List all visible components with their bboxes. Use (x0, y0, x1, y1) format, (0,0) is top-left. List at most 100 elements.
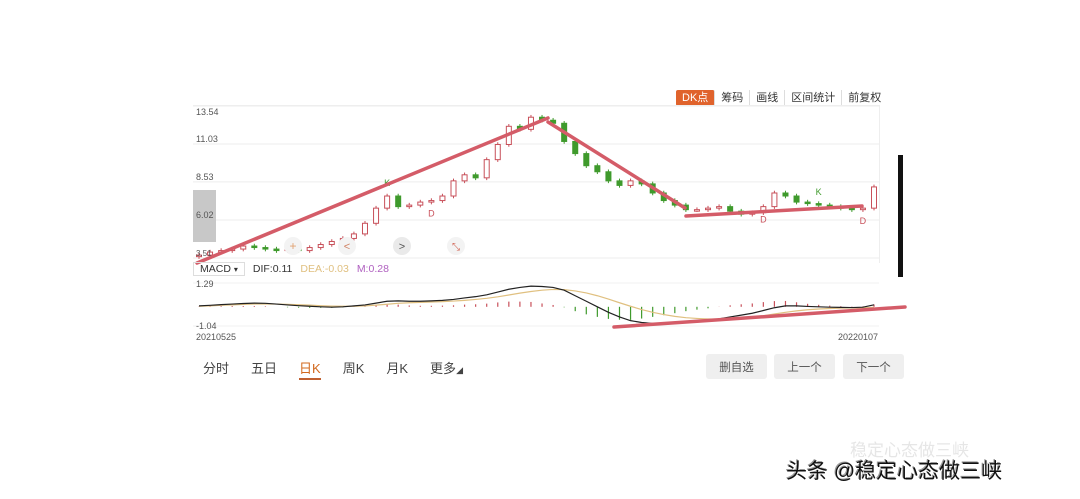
y-tick: 11.03 (196, 134, 218, 144)
indicator-select-value: MACD (200, 263, 231, 275)
macd-panel (198, 285, 875, 325)
dea-value: DEA:-0.03 (300, 263, 349, 275)
candle (594, 165, 601, 173)
candle (306, 247, 313, 252)
price-grid (193, 105, 879, 327)
candle (450, 180, 457, 197)
candle (793, 195, 800, 203)
dk-marker: D (760, 215, 767, 225)
candle (716, 206, 723, 209)
watermark-faint: 稳定心态做三峡 (850, 441, 969, 460)
candle (196, 254, 202, 258)
y-tick: 8.53 (196, 172, 214, 182)
candle (693, 209, 700, 212)
chips-button[interactable]: 筹码 (715, 90, 751, 106)
candle (616, 180, 623, 186)
y-tick: 6.02 (196, 210, 214, 220)
candle (572, 140, 579, 155)
dif-line (198, 285, 875, 325)
candle (605, 171, 612, 182)
tab-weekly-k[interactable]: 周K (342, 361, 365, 376)
candle (705, 207, 712, 211)
candle (472, 174, 479, 179)
previous-button[interactable]: 上一个 (774, 354, 835, 379)
candle (815, 203, 822, 206)
watermark-main: 头条 @稳定心态做三峡 (786, 460, 1003, 483)
downtrend-line (546, 120, 687, 210)
tab-daily-k[interactable]: 日K (299, 358, 321, 380)
candle (461, 174, 468, 182)
chart-toolbar: DK点 筹码 画线 区间统计 前复权 (676, 90, 887, 106)
dif-value: DIF:0.11 (252, 263, 293, 275)
chart-nav-buttons: + < > ⤡ (284, 237, 465, 255)
dk-marker: D (860, 216, 867, 226)
support-line (684, 204, 864, 218)
candle (439, 195, 446, 202)
candle (251, 245, 258, 249)
candle (871, 186, 877, 209)
candle (406, 204, 413, 208)
y-tick: 13.54 (196, 107, 219, 117)
candle (273, 248, 280, 252)
candle (494, 143, 501, 161)
candle (804, 201, 811, 205)
scrollbar (898, 155, 903, 277)
y-tick: 3.51 (196, 249, 212, 258)
tab-more-label: 更多 (430, 361, 457, 376)
tab-intraday[interactable]: 分时 (203, 361, 230, 376)
m-value: M:0.28 (356, 263, 389, 275)
candlestick-series (196, 114, 877, 259)
tab-monthly-k[interactable]: 月K (386, 361, 409, 376)
chevron-left-icon: < (344, 241, 350, 253)
macd-trend-line (612, 305, 907, 329)
candle (262, 247, 269, 250)
candle (384, 195, 391, 209)
dk-marker: K (816, 187, 822, 197)
macd-header: MACD ▾ DIF:0.11 DEA:-0.03 M:0.28 (193, 262, 879, 276)
dk-marker: K (561, 123, 567, 133)
dropdown-icon: ▾ (233, 265, 238, 274)
collapse-icon: ⤡ (452, 242, 460, 253)
forward-adjust-button[interactable]: 前复权 (848, 92, 882, 104)
candle (361, 222, 368, 235)
more-caret-icon: ◢ (456, 365, 463, 375)
uptrend-line (195, 116, 550, 265)
candle (428, 200, 435, 203)
tab-more[interactable]: 更多◢ (430, 358, 463, 380)
remove-watchlist-button[interactable]: 删自选 (706, 354, 767, 379)
crosshair-label-box (193, 190, 216, 242)
candle (859, 207, 866, 211)
crosshair-icon: + (289, 239, 296, 253)
x-label-start: 20210525 (196, 332, 237, 342)
candle (771, 192, 778, 208)
crosshair-button (284, 237, 302, 255)
candle (483, 159, 490, 179)
hand-drawn-trendlines (195, 116, 907, 329)
x-label-end: 20220107 (838, 332, 879, 342)
candle (240, 245, 247, 250)
next-button[interactable]: 下一个 (843, 354, 904, 379)
dk-marker: D (428, 209, 435, 219)
indicator-select[interactable]: MACD ▾ (193, 262, 245, 276)
tab-five-day[interactable]: 五日 (251, 361, 278, 376)
candle (727, 206, 734, 212)
range-stats-button[interactable]: 区间统计 (785, 90, 843, 106)
candle (328, 240, 335, 246)
candle (395, 195, 402, 208)
candle (782, 192, 789, 197)
candle (417, 201, 424, 206)
candle (583, 153, 590, 167)
scroll-right-button (393, 237, 411, 255)
candle (350, 233, 357, 239)
chevron-right-icon: > (399, 241, 405, 253)
dk-point-button[interactable]: DK点 (676, 90, 716, 106)
candle (373, 207, 380, 224)
candle (317, 244, 324, 249)
macd-y-tick: 1.29 (196, 279, 214, 289)
draw-line-button[interactable]: 画线 (750, 90, 786, 106)
scroll-left-button (338, 237, 356, 255)
candle (627, 180, 634, 186)
candle (207, 251, 214, 256)
macd-y-tick: -1.04 (196, 321, 217, 331)
